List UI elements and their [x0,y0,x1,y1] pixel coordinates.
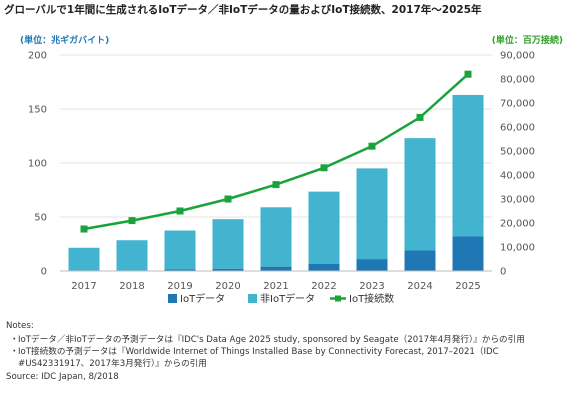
note-text: IoTデータ／非IoTデータの予測データは『IDC's Data Age 202… [18,335,525,345]
bar-non-iot-data [164,230,196,270]
left-axis-unit: (単位：兆ギガバイト) [20,36,110,46]
left-tick-label: 50 [34,213,47,224]
line-point-iot-connections [80,225,88,233]
bar-non-iot-data [260,207,292,267]
chart-title: グローバルで1年間に生成されるIoTデータ／非IoTデータの量およびIoT接続数… [4,4,482,16]
combo-chart: 0 50 100 150 200 0 10,000 20,000 30,000 40,000 50,… [28,51,535,306]
line-point-iot-connections [176,207,184,215]
right-tick-label: 20,000 [500,219,535,230]
right-tick-label: 70,000 [500,99,535,110]
line-point-iot-connections [224,195,232,203]
right-axis-unit: (単位：百万接続) [491,36,563,46]
right-tick-label: 10,000 [500,243,535,254]
left-tick-label: 200 [28,51,47,62]
x-tick-label: 2023 [359,281,384,292]
note-item: ・ IoTデータ／非IoTデータの予測データは『IDC's Data Age 2… [6,334,561,346]
legend-label-iot-connections: IoT接続数 [349,292,394,305]
x-tick-label: 2025 [455,281,480,292]
x-tick-label: 2022 [311,281,336,292]
bar-iot-data [404,250,436,271]
line-point-iot-connections [320,164,328,172]
note-bullet: ・ [10,335,19,345]
line-point-iot-connections [416,113,424,121]
left-tick-label: 150 [28,105,47,116]
bar-non-iot-data [308,191,340,264]
x-tick-label: 2017 [71,281,96,292]
x-tick-label: 2019 [167,281,192,292]
bar-iot-data [212,268,244,271]
left-tick-label: 0 [41,267,47,278]
bar-iot-data [308,263,340,271]
bar-non-iot-data [212,219,244,269]
bar-iot-data [356,259,388,271]
x-tick-label: 2024 [407,281,432,292]
bar-non-iot-data [68,247,100,271]
legend-label-non-iot-data: 非IoTデータ [260,292,315,305]
line-point-iot-connections [128,217,136,225]
right-tick-label: 50,000 [500,147,535,158]
left-tick-label: 100 [28,159,47,170]
x-tick-label: 2018 [119,281,144,292]
note-bullet: ・ [10,347,19,357]
bar-non-iot-data [404,138,436,251]
bar-iot-data [164,269,196,271]
legend-label-iot-data: IoTデータ [180,292,225,305]
x-tick-label: 2021 [263,281,288,292]
right-tick-label: 30,000 [500,195,535,206]
notes-heading: Notes: [6,321,34,331]
right-tick-label: 80,000 [500,75,535,86]
bar-non-iot-data [116,240,148,271]
bar-iot-data [260,266,292,271]
bar-non-iot-data [452,94,484,237]
legend-swatch-iot-connections-marker [335,295,341,302]
right-tick-label: 0 [500,267,506,278]
bar-non-iot-data [356,168,388,260]
notes-section: Notes: ・ IoTデータ／非IoTデータの予測データは『IDC's Dat… [6,320,561,383]
right-tick-label: 90,000 [500,51,535,62]
line-point-iot-connections [368,142,376,150]
bar-iot-data [452,236,484,271]
legend-swatch-iot-data [168,294,177,303]
line-point-iot-connections [464,70,472,78]
line-point-iot-connections [272,181,280,189]
note-text: IoT接続数の予測データは『Worldwide Internet of Thin… [18,347,499,369]
legend-swatch-non-iot-data [248,294,257,303]
right-tick-label: 60,000 [500,123,535,134]
note-item: ・ IoT接続数の予測データは『Worldwide Internet of Th… [6,346,561,370]
right-tick-label: 40,000 [500,171,535,182]
source-line: Source: IDC Japan, 8/2018 [6,372,119,382]
x-tick-label: 2020 [215,281,240,292]
